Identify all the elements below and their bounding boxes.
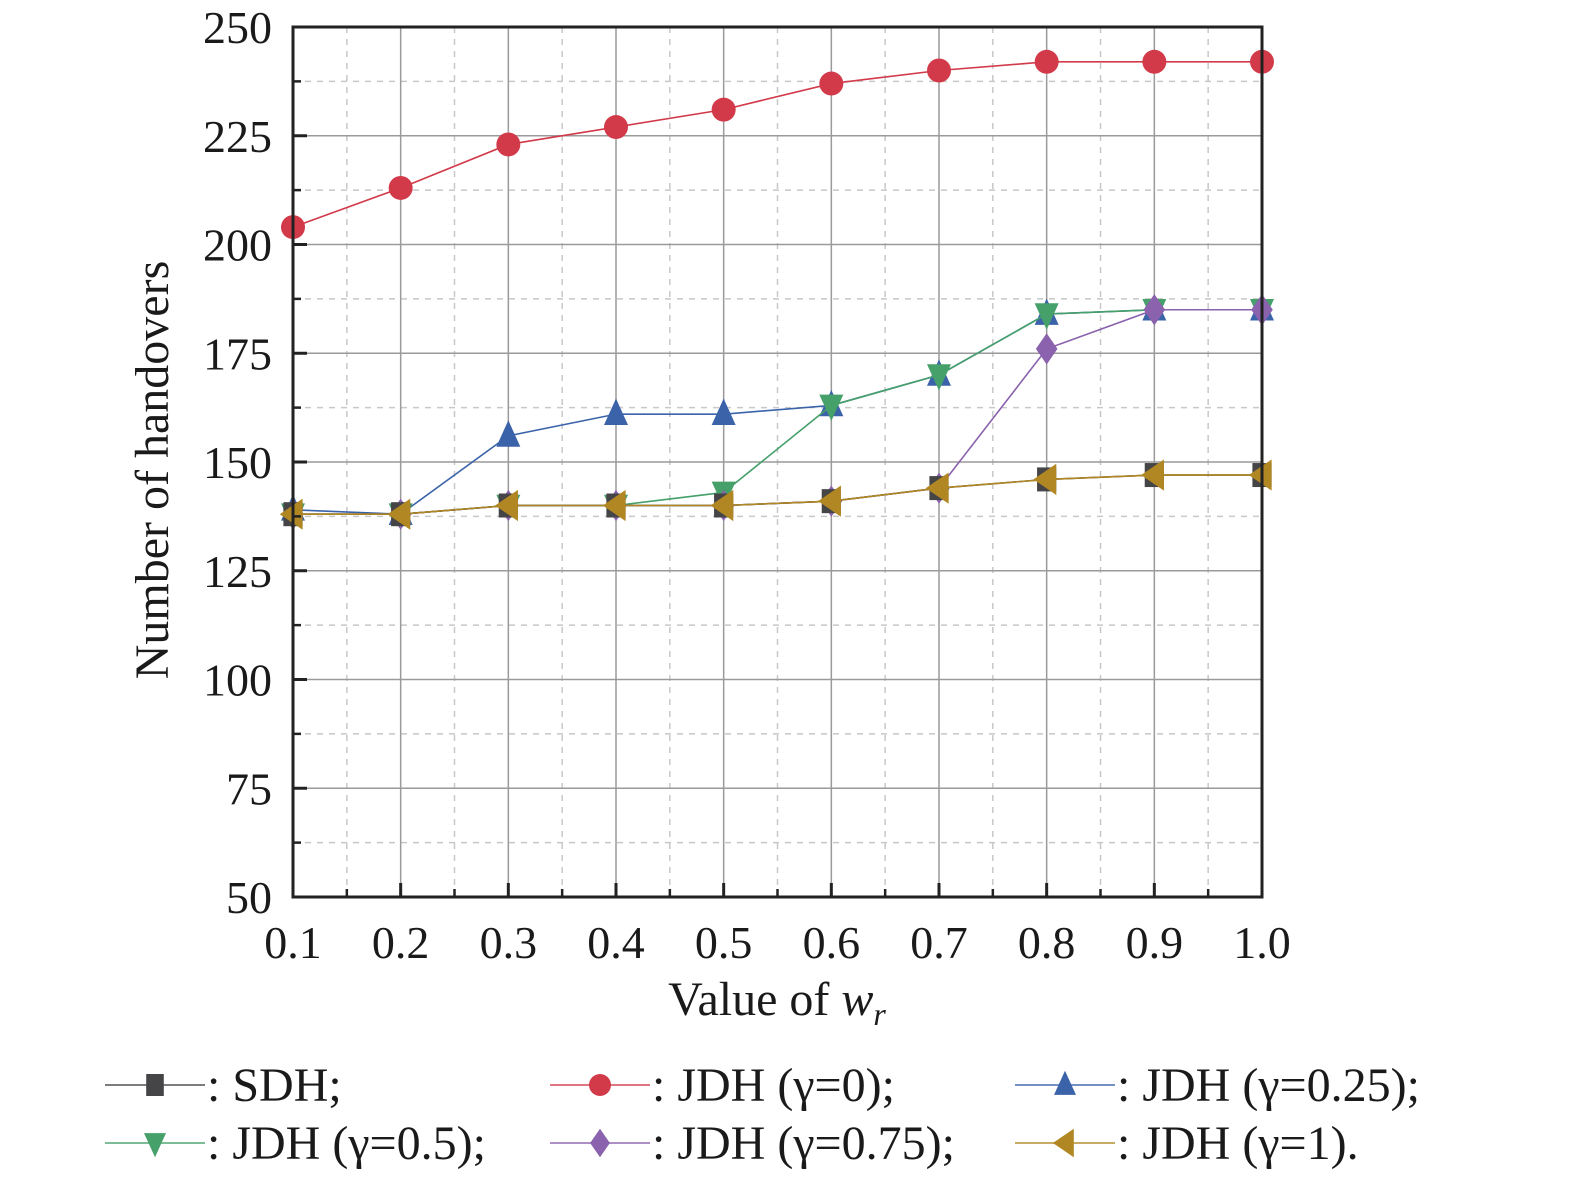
circle-marker bbox=[1034, 49, 1059, 74]
y-axis-label: Number of handovers bbox=[126, 261, 179, 680]
triangle-left-marker bbox=[387, 498, 411, 530]
legend-label: : JDH (γ=0.25); bbox=[1117, 1059, 1420, 1112]
circle-marker bbox=[589, 1074, 611, 1096]
triangle-up-marker bbox=[711, 398, 736, 425]
series-triangle-left bbox=[279, 459, 1272, 530]
triangle-left-marker bbox=[1033, 463, 1057, 495]
triangle-up-marker bbox=[1054, 1070, 1076, 1095]
triangle-down-marker bbox=[144, 1133, 166, 1158]
triangle-down-marker bbox=[1034, 303, 1059, 330]
y-tick-label: 125 bbox=[203, 546, 272, 597]
triangle-left-marker bbox=[925, 472, 949, 504]
legend-label: : JDH (γ=0.5); bbox=[207, 1117, 486, 1170]
triangle-left-marker bbox=[1248, 459, 1272, 491]
triangle-up-marker bbox=[604, 398, 628, 425]
circle-marker bbox=[711, 97, 736, 122]
y-tick-label: 225 bbox=[203, 111, 272, 162]
triangle-left-marker bbox=[602, 489, 626, 522]
triangle-left-marker bbox=[1141, 459, 1164, 491]
legend-label: : JDH (γ=0); bbox=[652, 1059, 895, 1112]
series-line bbox=[293, 474, 1262, 516]
triangle-down-marker bbox=[819, 394, 844, 422]
y-tick-label: 200 bbox=[203, 220, 272, 271]
legend-label: : JDH (γ=0.75); bbox=[652, 1117, 955, 1170]
circle-marker bbox=[927, 58, 951, 83]
x-tick-label: 0.1 bbox=[264, 917, 322, 968]
x-tick-label: 0.4 bbox=[587, 917, 645, 968]
legend: : SDH;: JDH (γ=0);: JDH (γ=0.25);: JDH (… bbox=[105, 1059, 1420, 1170]
x-tick-label: 0.7 bbox=[910, 917, 968, 968]
series-line bbox=[292, 60, 1262, 228]
legend-item: : SDH; bbox=[105, 1059, 342, 1112]
x-tick-label: 0.5 bbox=[695, 917, 753, 968]
triangle-up-marker bbox=[496, 420, 521, 447]
legend-item: : JDH (γ=0.75); bbox=[550, 1117, 955, 1170]
x-axis-label: Value of wr bbox=[668, 973, 886, 1032]
ticks: 0.1 0.2 0.3 0.4 0.5 0.6 0.7 0.8 0.9 1.0 50 75 100 125… bbox=[203, 2, 1291, 968]
square-marker bbox=[146, 1074, 164, 1096]
y-tick-label: 175 bbox=[203, 328, 272, 379]
y-tick-label: 250 bbox=[203, 2, 272, 53]
triangle-left-marker bbox=[495, 489, 518, 522]
y-tick-label: 100 bbox=[203, 655, 272, 706]
circle-marker bbox=[1142, 49, 1167, 74]
diamond-marker bbox=[590, 1128, 610, 1158]
legend-label: : SDH; bbox=[207, 1059, 342, 1112]
triangle-left-marker bbox=[279, 498, 303, 530]
triangle-left-marker bbox=[710, 489, 734, 522]
x-tick-label: 0.2 bbox=[372, 917, 430, 968]
legend-label: : JDH (γ=1). bbox=[1117, 1117, 1359, 1170]
y-tick-label: 75 bbox=[226, 763, 272, 814]
x-tick-label: 0.6 bbox=[803, 917, 861, 968]
circle-marker bbox=[819, 71, 844, 96]
legend-item: : JDH (γ=0.25); bbox=[1015, 1059, 1420, 1112]
diamond-marker bbox=[1143, 294, 1166, 326]
triangle-left-marker bbox=[818, 485, 841, 517]
x-tick-label: 0.3 bbox=[480, 917, 538, 968]
y-tick-label: 50 bbox=[226, 872, 272, 923]
series-layer bbox=[279, 49, 1274, 530]
grid bbox=[292, 26, 1263, 898]
triangle-down-marker bbox=[927, 364, 951, 391]
triangle-left-marker bbox=[1052, 1128, 1074, 1158]
legend-item: : JDH (γ=0.5); bbox=[105, 1117, 486, 1170]
series-circle bbox=[281, 49, 1274, 240]
circle-marker bbox=[496, 132, 521, 157]
x-tick-label: 0.9 bbox=[1126, 917, 1184, 968]
legend-item: : JDH (γ=0); bbox=[550, 1059, 895, 1112]
diamond-marker bbox=[1035, 333, 1058, 365]
circle-marker bbox=[604, 115, 628, 140]
x-tick-label: 0.8 bbox=[1018, 917, 1076, 968]
legend-item: : JDH (γ=1). bbox=[1015, 1117, 1359, 1170]
y-tick-label: 150 bbox=[203, 437, 272, 488]
x-tick-label: 1.0 bbox=[1233, 917, 1291, 968]
circle-marker bbox=[388, 175, 413, 200]
